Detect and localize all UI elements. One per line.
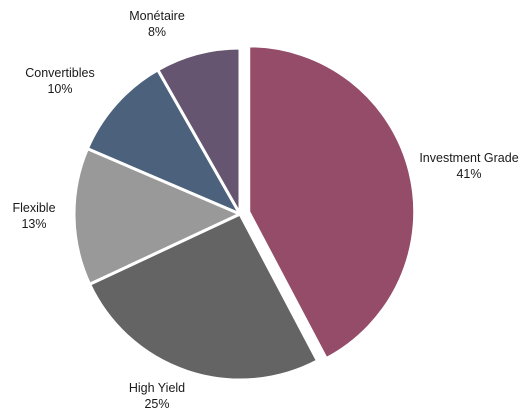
slice-value-label: 41%	[456, 167, 481, 181]
slice-label: Investment Grade	[419, 151, 518, 165]
pie-slice-investment-grade	[247, 44, 417, 361]
slice-label: Flexible	[12, 201, 55, 215]
pie-slice-mon-taire	[156, 46, 242, 216]
slice-labels: Investment Grade 41% High Yield 25% Flexible…	[12, 9, 518, 411]
pie-slice-flexible	[72, 147, 242, 286]
slice-label: High Yield	[129, 381, 185, 395]
slice-value-label: 10%	[47, 82, 72, 96]
pie-slices	[72, 44, 417, 382]
slice-value-label: 13%	[21, 217, 46, 231]
pie-slice-convertibles	[85, 68, 242, 216]
slice-value-label: 25%	[144, 397, 169, 411]
slice-label: Convertibles	[25, 66, 94, 80]
pie-slice-high-yield	[88, 212, 320, 382]
slice-label: Monétaire	[129, 9, 185, 23]
slice-value-label: 8%	[148, 25, 166, 39]
